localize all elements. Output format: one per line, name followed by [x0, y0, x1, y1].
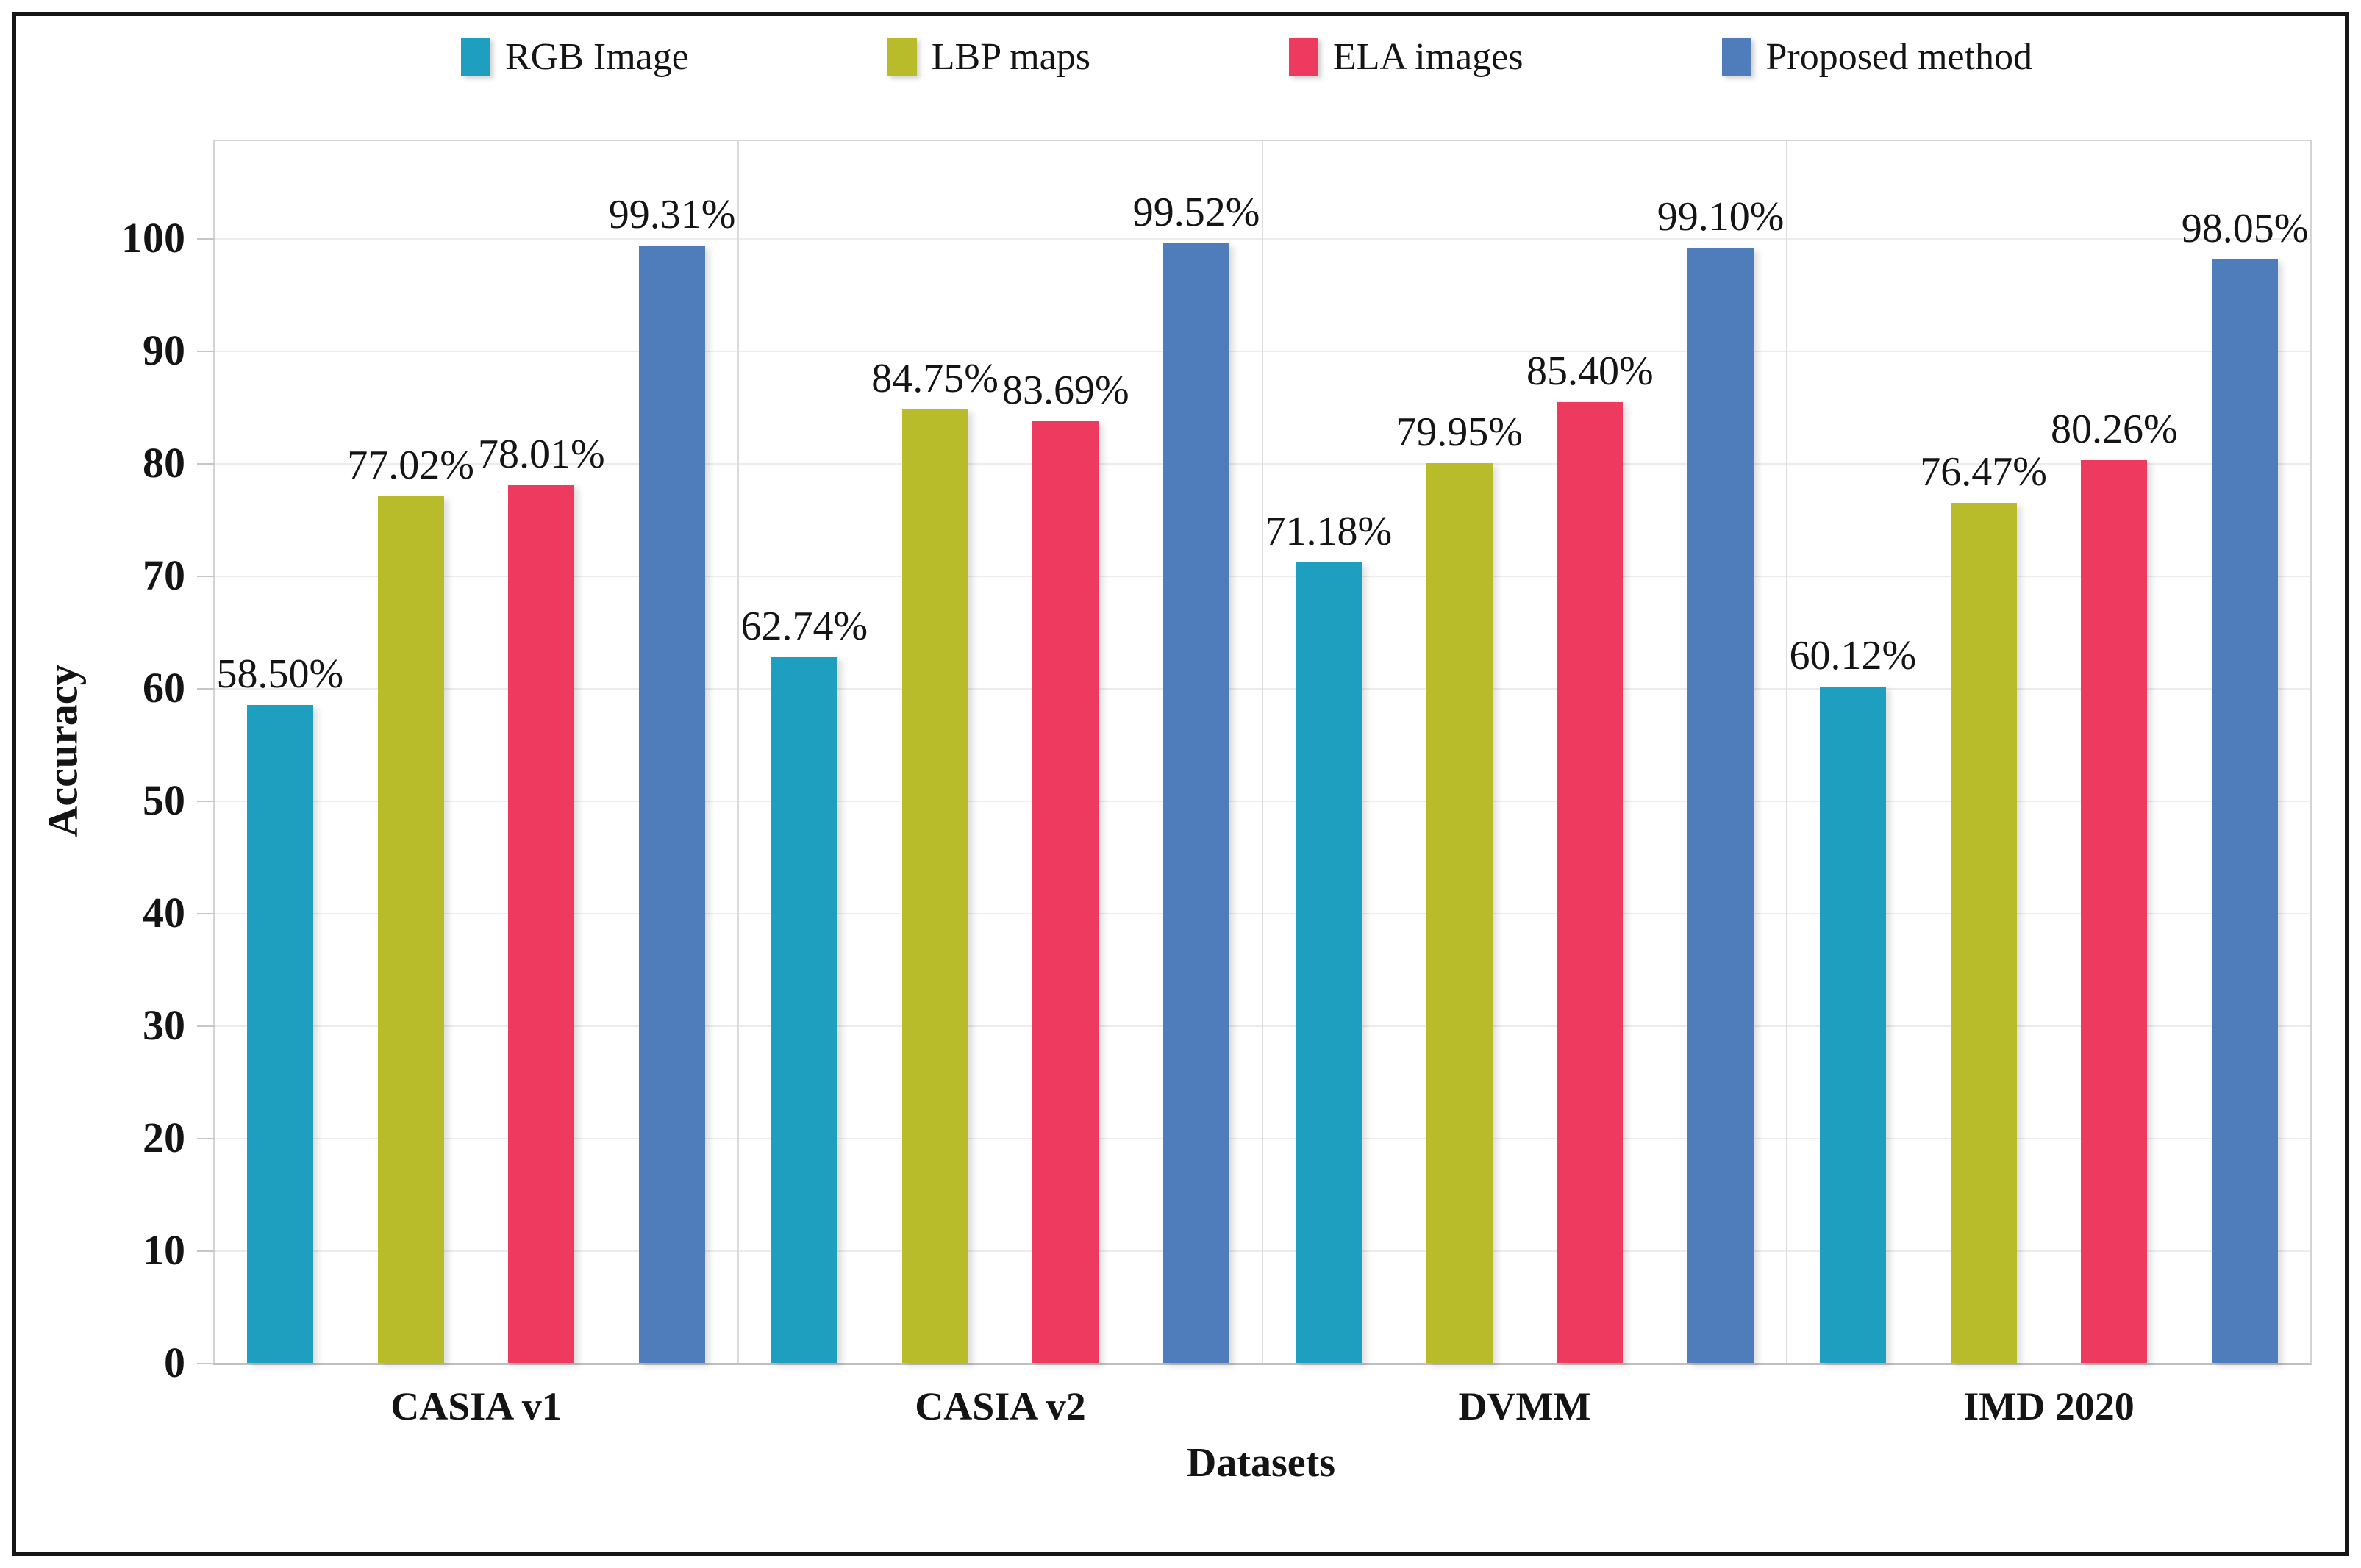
- y-tick-mark: [197, 1025, 215, 1027]
- bar-value-label: 99.31%: [608, 192, 736, 238]
- bar-value-label: 76.47%: [1920, 448, 2047, 495]
- bar-value-label: 71.18%: [1265, 508, 1393, 554]
- bar: [1687, 248, 1754, 1363]
- legend-swatch-icon: [1721, 38, 1751, 76]
- bar-slots: 71.18% 79.95% 85.40% 99.10%: [1263, 141, 1786, 1363]
- legend-label: Proposed method: [1765, 36, 2033, 78]
- bar: [377, 496, 444, 1363]
- bar-slot: 85.40%: [1525, 141, 1656, 1363]
- bar-groups: 58.50% 77.02% 78.01% 99.31% CASIA v1 62.74% 84…: [215, 141, 2310, 1426]
- chart-legend: RGB Image LBP maps ELA images Proposed meth…: [66, 38, 2361, 76]
- y-tick-label: 10: [143, 1225, 185, 1274]
- x-category-label: CASIA v2: [915, 1384, 1086, 1428]
- bar-slots: 58.50% 77.02% 78.01% 99.31%: [215, 141, 737, 1363]
- x-axis-title: Datasets: [1186, 1440, 1336, 1486]
- y-tick-mark: [197, 912, 215, 914]
- bar-value-label: 78.01%: [478, 432, 605, 478]
- bar-slot: 79.95%: [1394, 141, 1525, 1363]
- legend-item: LBP maps: [887, 38, 1090, 76]
- y-tick-label: 0: [164, 1339, 185, 1386]
- x-category-label: CASIA v1: [390, 1384, 562, 1428]
- y-tick-mark: [197, 1363, 215, 1364]
- bar-value-label: 98.05%: [2181, 206, 2309, 252]
- bar: [1557, 402, 1624, 1363]
- bar-value-label: 99.10%: [1657, 194, 1785, 240]
- bar-value-label: 60.12%: [1789, 632, 1917, 679]
- bar-slot: 83.69%: [1001, 141, 1132, 1363]
- bar-group: 60.12% 76.47% 80.26% 98.05% IMD 2020: [1787, 141, 2310, 1426]
- y-tick-label: 60: [143, 663, 185, 712]
- bar-slot: 62.74%: [739, 141, 870, 1363]
- y-tick-label: 80: [143, 438, 185, 487]
- bar: [639, 246, 706, 1363]
- bar: [901, 409, 968, 1363]
- bar-value-label: 79.95%: [1396, 409, 1523, 456]
- y-axis-title: Accuracy: [21, 140, 105, 1361]
- y-tick-label: 20: [143, 1113, 185, 1161]
- y-tick-mark: [197, 350, 215, 352]
- bar: [1950, 502, 2017, 1363]
- bar-value-label: 85.40%: [1526, 348, 1654, 395]
- bar: [1426, 463, 1493, 1363]
- legend-label: LBP maps: [931, 36, 1090, 78]
- bar-slot: 84.75%: [870, 141, 1001, 1363]
- bar-slots: 62.74% 84.75% 83.69% 99.52%: [739, 141, 1262, 1363]
- bar-group: 62.74% 84.75% 83.69% 99.52% CASIA v2: [739, 141, 1263, 1426]
- bar-value-label: 84.75%: [871, 356, 999, 401]
- legend-swatch-icon: [1289, 38, 1318, 76]
- bar-value-label: 77.02%: [347, 443, 474, 489]
- y-tick-label: 50: [143, 776, 185, 824]
- bar-value-label: 99.52%: [1132, 189, 1260, 235]
- y-tick-label: 100: [121, 213, 185, 262]
- bar-group: 71.18% 79.95% 85.40% 99.10% DVMM: [1263, 141, 1787, 1426]
- bar: [771, 656, 837, 1363]
- bar-slot: 60.12%: [1787, 141, 1918, 1363]
- legend-swatch-icon: [887, 38, 917, 76]
- y-tick-mark: [197, 800, 215, 802]
- bar-slot: 99.52%: [1131, 141, 1262, 1363]
- y-tick-mark: [197, 1137, 215, 1139]
- bar: [1163, 243, 1230, 1363]
- legend-label: RGB Image: [504, 36, 689, 78]
- bar: [2212, 259, 2279, 1363]
- bar-slot: 80.26%: [2049, 141, 2180, 1363]
- bar-slot: 78.01%: [476, 141, 607, 1363]
- bar-group: 58.50% 77.02% 78.01% 99.31% CASIA v1: [215, 141, 739, 1426]
- bar-slot: 71.18%: [1263, 141, 1394, 1363]
- bar: [246, 704, 313, 1363]
- y-tick-mark: [197, 237, 215, 240]
- bar: [1819, 686, 1886, 1363]
- legend-item: Proposed method: [1721, 36, 2033, 78]
- bar: [1295, 562, 1362, 1363]
- bar-slot: 76.47%: [1918, 141, 2049, 1363]
- plot-area: 0 10 20 30 40 50 60 70 80 90 100 58.50% 77.02% 78.01%…: [121, 140, 2312, 1426]
- bar-value-label: 83.69%: [1002, 368, 1129, 414]
- legend-swatch-icon: [460, 38, 490, 76]
- legend-item: RGB Image: [460, 36, 689, 78]
- y-tick-label: 70: [143, 551, 185, 599]
- y-tick-mark: [197, 575, 215, 577]
- y-tick-mark: [197, 687, 215, 690]
- y-tick-label: 90: [143, 326, 185, 374]
- legend-label: ELA images: [1333, 36, 1524, 78]
- bar: [2081, 459, 2148, 1363]
- bar-value-label: 58.50%: [216, 651, 344, 697]
- bar-slots: 60.12% 76.47% 80.26% 98.05%: [1787, 141, 2310, 1363]
- y-tick-label: 40: [143, 888, 185, 937]
- x-category-label: DVMM: [1458, 1384, 1591, 1428]
- bar-slot: 58.50%: [215, 141, 346, 1363]
- y-tick-mark: [197, 462, 215, 465]
- bar-slot: 99.10%: [1655, 141, 1786, 1363]
- y-tick-mark: [197, 1250, 215, 1252]
- bar-value-label: 80.26%: [2051, 406, 2178, 452]
- bar-slot: 98.05%: [2179, 141, 2310, 1363]
- bar-slot: 99.31%: [607, 141, 737, 1363]
- bar-slot: 77.02%: [346, 141, 476, 1363]
- bar: [1032, 421, 1099, 1363]
- bar: [508, 485, 575, 1363]
- bar-value-label: 62.74%: [740, 603, 868, 649]
- x-category-label: IMD 2020: [1963, 1384, 2135, 1428]
- legend-item: ELA images: [1289, 38, 1524, 76]
- y-tick-label: 30: [143, 1000, 185, 1049]
